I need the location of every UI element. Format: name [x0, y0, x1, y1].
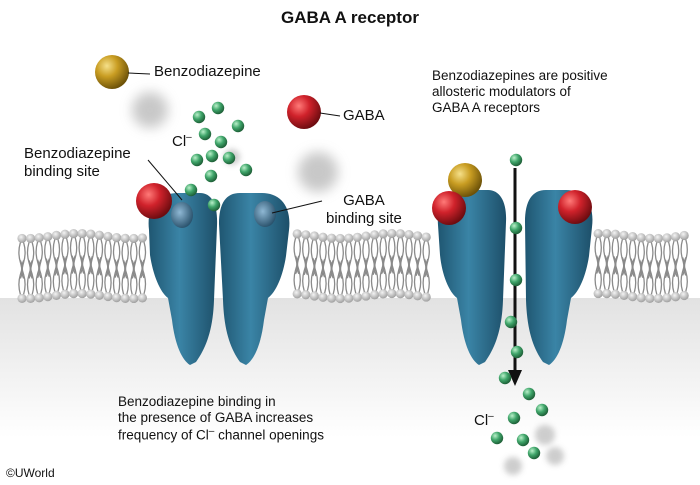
chloride-ion	[516, 433, 530, 447]
leader-lines	[127, 72, 341, 214]
gaba-site-line2: binding site	[326, 209, 402, 227]
modulator-note-line3: GABA A receptors	[432, 99, 541, 115]
bzd-site-line1: Benzodiazepine	[24, 145, 131, 162]
chloride-ion	[207, 198, 221, 212]
chloride-ion	[192, 110, 206, 124]
chloride-ion	[231, 119, 245, 133]
legend-gaba-label: GABA	[343, 107, 385, 124]
receptor-right-subunit-a	[437, 190, 507, 365]
receptor-right-subunit-b	[525, 190, 593, 365]
chloride-ion	[205, 149, 219, 163]
chloride-ion	[507, 411, 521, 425]
chloride-ion	[190, 153, 204, 167]
right-bound-benzodiazepine-sphere	[448, 163, 482, 197]
legend-gaba-sphere	[287, 95, 321, 129]
chloride-ion	[184, 183, 198, 197]
receptor-right	[437, 190, 593, 365]
cytoplasm-shading	[0, 298, 700, 438]
legend-benzodiazepine-label: Benzodiazepine	[154, 63, 261, 80]
chloride-ion	[198, 127, 212, 141]
left-bound-gaba-sphere	[136, 183, 172, 219]
copyright-notice: ©UWorld	[6, 466, 55, 480]
receptor-left	[148, 193, 290, 365]
receptor-left-subunit-b	[219, 193, 290, 365]
frequency-note: Benzodiazepine binding in the presence o…	[118, 394, 324, 443]
left-bzd-pocket	[171, 202, 193, 228]
right-chloride-label: Cl–	[474, 411, 494, 429]
chloride-ion	[211, 101, 225, 115]
cell-membrane	[17, 228, 689, 304]
chloride-ions	[184, 101, 549, 460]
modulator-note-line2: allosteric modulators of	[432, 83, 571, 99]
chloride-ion	[522, 387, 536, 401]
right-bound-gaba-sphere-right	[558, 190, 592, 224]
frequency-note-line1: Benzodiazepine binding in	[118, 394, 276, 409]
blurred-molecules	[132, 92, 564, 475]
chloride-ion	[490, 431, 504, 445]
modulator-note-line1: Benzodiazepines are positive	[432, 68, 608, 83]
chloride-ion	[510, 345, 524, 359]
right-bound-gaba-sphere-left	[432, 191, 466, 225]
chloride-ion	[504, 315, 518, 329]
bzd-site-line2: binding site	[24, 162, 100, 180]
chloride-ion	[527, 446, 541, 460]
chloride-ion	[222, 151, 236, 165]
chloride-ion	[535, 403, 549, 417]
receptor-left-subunit-a	[148, 193, 218, 365]
bzd-binding-site-label: Benzodiazepine binding site	[24, 145, 131, 180]
legend-benzodiazepine-sphere	[95, 55, 129, 89]
gaba-site-line1: GABA	[343, 192, 385, 209]
chloride-ion	[509, 153, 523, 167]
ion-flow-arrow	[508, 168, 522, 386]
gaba-binding-site-label: GABA binding site	[326, 192, 402, 227]
chloride-ion	[509, 221, 523, 235]
chloride-ion	[214, 135, 228, 149]
left-gaba-pocket	[254, 201, 276, 227]
left-chloride-label: Cl–	[172, 132, 192, 150]
frequency-note-line2: the presence of GABA increases	[118, 409, 314, 425]
frequency-note-line3: frequency of Cl– channel openings	[118, 425, 324, 443]
chloride-ion	[498, 371, 512, 385]
chloride-ion	[239, 163, 253, 177]
figure-title: GABA A receptor	[281, 8, 419, 27]
modulator-note: Benzodiazepines are positive allosteric …	[432, 68, 608, 116]
chloride-ion	[509, 273, 523, 287]
chloride-ion	[204, 169, 218, 183]
